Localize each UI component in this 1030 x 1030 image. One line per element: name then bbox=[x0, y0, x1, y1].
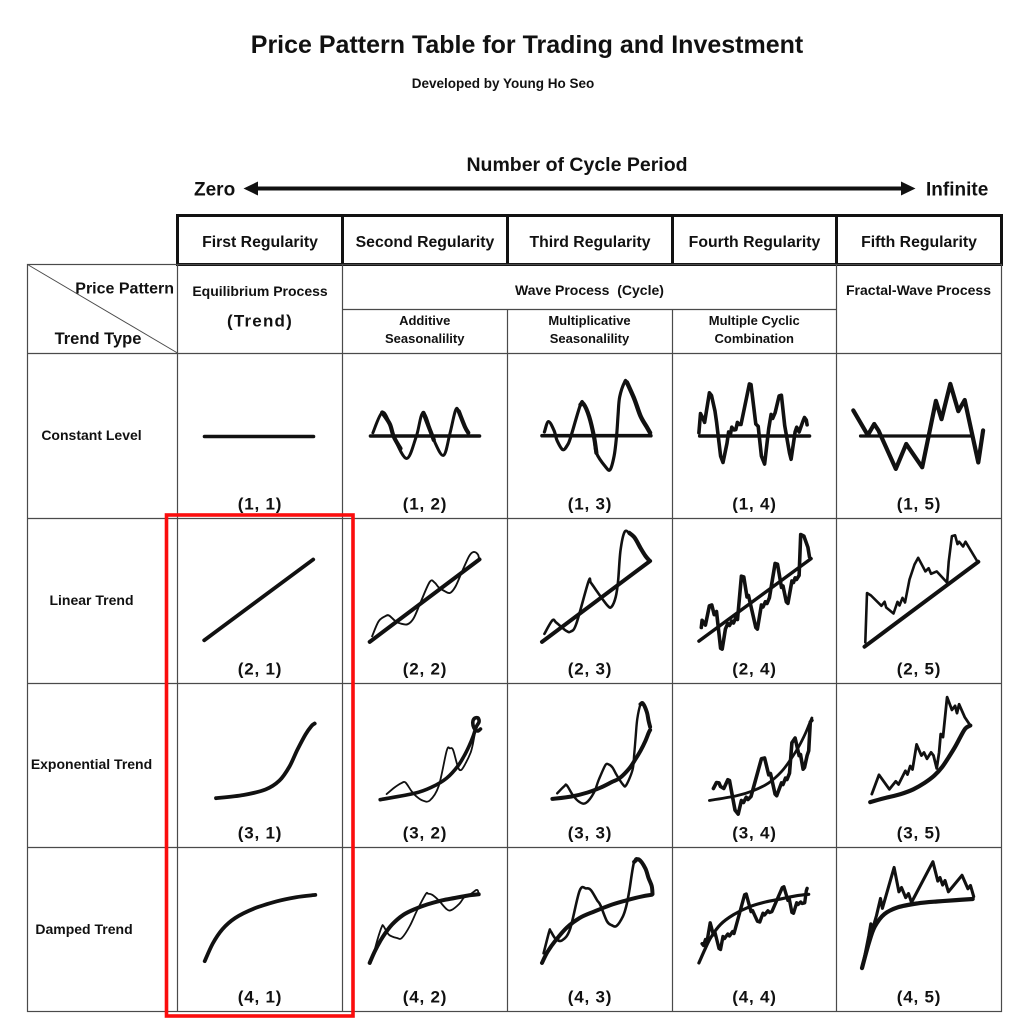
svg-text:(4, 2): (4, 2) bbox=[403, 988, 447, 1007]
svg-text:(2, 2): (2, 2) bbox=[403, 660, 447, 679]
svg-text:Seasonalility: Seasonalility bbox=[385, 331, 465, 346]
svg-text:Wave Process (Cycle): Wave Process (Cycle) bbox=[515, 282, 664, 298]
svg-text:Additive: Additive bbox=[399, 313, 450, 328]
svg-text:(1, 1): (1, 1) bbox=[238, 495, 282, 514]
svg-text:(2, 1): (2, 1) bbox=[238, 660, 282, 679]
svg-text:(1, 4): (1, 4) bbox=[732, 495, 776, 514]
svg-text:Fifth Regularity: Fifth Regularity bbox=[861, 234, 977, 251]
svg-text:(3, 1): (3, 1) bbox=[238, 824, 282, 843]
svg-text:(1, 3): (1, 3) bbox=[568, 495, 612, 514]
svg-text:Constant Level: Constant Level bbox=[41, 427, 141, 443]
svg-text:Developed by Young Ho Seo: Developed by Young Ho Seo bbox=[412, 76, 595, 91]
svg-text:(4, 1): (4, 1) bbox=[238, 988, 282, 1007]
svg-text:(1, 2): (1, 2) bbox=[403, 495, 447, 514]
svg-text:Combination: Combination bbox=[715, 331, 794, 346]
svg-text:(2, 4): (2, 4) bbox=[732, 660, 776, 679]
svg-text:Exponential Trend: Exponential Trend bbox=[31, 756, 152, 772]
svg-text:Price Pattern: Price Pattern bbox=[75, 281, 174, 298]
svg-text:(4, 4): (4, 4) bbox=[732, 988, 776, 1007]
svg-text:Damped Trend: Damped Trend bbox=[35, 921, 132, 937]
svg-text:Seasonalility: Seasonalility bbox=[550, 331, 630, 346]
svg-text:(3, 5): (3, 5) bbox=[897, 824, 941, 843]
svg-text:Linear Trend: Linear Trend bbox=[49, 592, 133, 608]
svg-text:Second Regularity: Second Regularity bbox=[356, 234, 495, 251]
svg-text:Price Pattern Table for Tradin: Price Pattern Table for Trading and Inve… bbox=[251, 31, 804, 59]
svg-text:(3, 3): (3, 3) bbox=[568, 824, 612, 843]
svg-text:First Regularity: First Regularity bbox=[202, 234, 318, 251]
svg-text:(2, 3): (2, 3) bbox=[568, 660, 612, 679]
svg-text:(2, 5): (2, 5) bbox=[897, 660, 941, 679]
svg-text:(4, 5): (4, 5) bbox=[897, 988, 941, 1007]
svg-text:Third Regularity: Third Regularity bbox=[529, 234, 650, 251]
svg-text:Fractal-Wave Process: Fractal-Wave Process bbox=[846, 282, 991, 298]
svg-text:Zero: Zero bbox=[194, 180, 235, 201]
svg-text:(3, 4): (3, 4) bbox=[732, 824, 776, 843]
svg-text:Fourth Regularity: Fourth Regularity bbox=[689, 234, 821, 251]
svg-text:(4, 3): (4, 3) bbox=[568, 988, 612, 1007]
svg-text:Infinite: Infinite bbox=[926, 180, 988, 201]
svg-text:(1, 5): (1, 5) bbox=[897, 495, 941, 514]
svg-text:Number of Cycle Period: Number of Cycle Period bbox=[466, 154, 687, 176]
svg-text:(3, 2): (3, 2) bbox=[403, 824, 447, 843]
svg-text:Trend Type: Trend Type bbox=[55, 330, 142, 348]
svg-text:Equilibrium Process: Equilibrium Process bbox=[192, 283, 328, 299]
svg-text:(Trend): (Trend) bbox=[227, 312, 293, 331]
svg-text:Multiplicative: Multiplicative bbox=[548, 313, 630, 328]
svg-text:Multiple Cyclic: Multiple Cyclic bbox=[709, 313, 800, 328]
